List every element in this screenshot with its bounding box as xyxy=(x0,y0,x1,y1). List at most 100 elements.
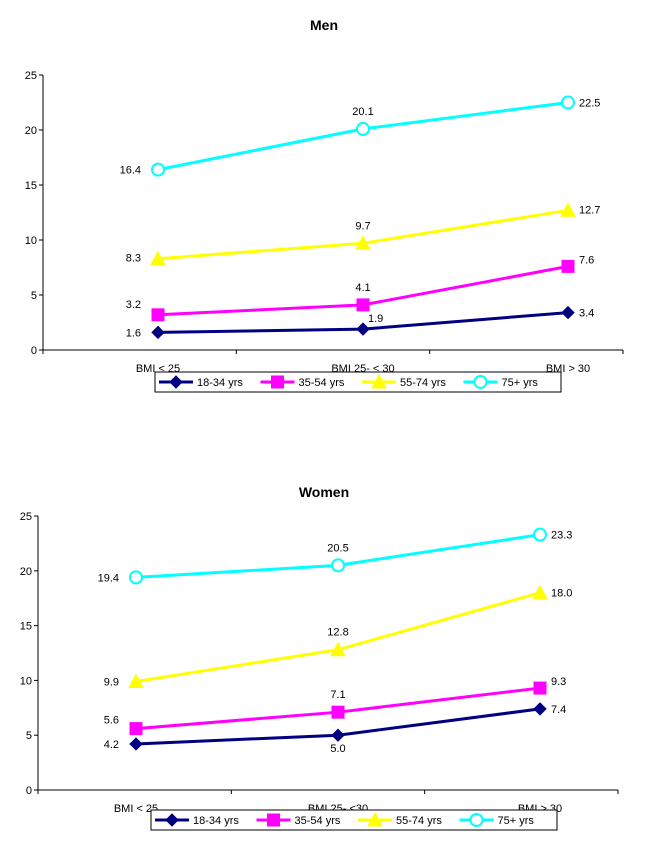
x-tick-label: BMI < 25 xyxy=(114,803,158,815)
legend-item: 75+ yrs xyxy=(459,813,535,827)
data-label: 12.8 xyxy=(327,627,348,639)
legend-item: 55-74 yrs xyxy=(358,811,442,827)
series-18-34-yrs: 4.2 5.0 7.4 xyxy=(104,702,566,755)
data-point-marker xyxy=(355,235,371,250)
series-75-yrs: 19.4 20.5 23.3 xyxy=(98,527,572,585)
y-tick-label: 15 xyxy=(20,621,32,633)
legend-box xyxy=(154,371,562,393)
series-35-54-yrs: 5.6 7.1 9.3 xyxy=(104,676,566,736)
legend-swatch-marker xyxy=(271,375,284,389)
data-point-marker xyxy=(331,558,345,573)
data-point-marker xyxy=(151,162,165,177)
data-point-marker xyxy=(561,95,575,110)
legend-label: 18-34 yrs xyxy=(193,815,239,827)
data-label: 12.7 xyxy=(579,204,600,216)
data-label: 4.1 xyxy=(355,282,370,294)
data-point-marker xyxy=(356,298,370,312)
legend-label: 18-34 yrs xyxy=(197,377,243,389)
data-label: 23.3 xyxy=(551,530,572,542)
legend-swatch-marker xyxy=(267,813,280,827)
y-tick-label: 10 xyxy=(20,675,32,687)
y-tick-label: 20 xyxy=(20,566,32,578)
data-label: 20.5 xyxy=(327,542,348,554)
data-label: 7.4 xyxy=(551,704,566,716)
series-55-74-yrs: 9.9 12.8 18.0 xyxy=(104,584,572,688)
legend-swatch-marker xyxy=(473,375,488,389)
legend-swatch-marker xyxy=(469,813,484,827)
data-label: 19.4 xyxy=(98,572,119,584)
y-tick-label: 5 xyxy=(31,290,37,302)
series-line xyxy=(157,208,569,261)
legend-item: 18-34 yrs xyxy=(159,375,243,389)
data-label: 7.6 xyxy=(579,254,594,266)
legend-item: 75+ yrs xyxy=(463,375,539,389)
legend-label: 75+ yrs xyxy=(502,377,539,389)
legend-label: 35-54 yrs xyxy=(295,815,341,827)
legend: 18-34 yrs 35-54 yrs 55-74 yrs 75+ yrs xyxy=(150,809,558,831)
data-label: 9.3 xyxy=(551,676,566,688)
data-label: 18.0 xyxy=(551,588,572,600)
data-label: 16.4 xyxy=(120,165,141,177)
legend-swatch-marker xyxy=(367,811,383,827)
data-point-marker xyxy=(330,641,346,657)
y-tick-label: 25 xyxy=(20,511,32,523)
y-tick-label: 10 xyxy=(25,235,37,247)
y-tick-label: 15 xyxy=(25,180,37,192)
legend-label: 35-54 yrs xyxy=(299,377,345,389)
data-label: 3.2 xyxy=(126,299,141,311)
y-tick-label: 0 xyxy=(26,785,32,797)
data-label: 1.9 xyxy=(368,313,383,325)
data-point-marker xyxy=(560,202,576,217)
legend: 18-34 yrs 35-54 yrs 55-74 yrs 75+ yrs xyxy=(154,371,562,393)
legend-item: 18-34 yrs xyxy=(155,813,239,827)
data-label: 9.7 xyxy=(355,220,370,232)
data-point-marker xyxy=(561,259,575,273)
legend-label: 75+ yrs xyxy=(498,815,535,827)
y-tick-label: 0 xyxy=(31,345,37,357)
chart-title: Women xyxy=(299,484,349,500)
data-point-marker xyxy=(532,584,548,600)
data-point-marker xyxy=(331,705,345,719)
data-label: 8.3 xyxy=(126,253,141,265)
series-35-54-yrs: 3.2 4.1 7.6 xyxy=(126,254,594,322)
legend-label: 55-74 yrs xyxy=(396,815,442,827)
data-label: 5.6 xyxy=(104,715,119,727)
data-point-marker xyxy=(128,673,144,688)
series-18-34-yrs: 1.6 1.9 3.4 xyxy=(126,305,594,340)
data-label: 1.6 xyxy=(126,327,141,339)
chart-title: Men xyxy=(310,17,338,33)
data-point-marker xyxy=(533,681,547,695)
data-point-marker xyxy=(331,728,345,742)
series-75-yrs: 16.4 20.1 22.5 xyxy=(120,95,600,177)
data-label: 22.5 xyxy=(579,98,600,110)
y-tick-label: 5 xyxy=(26,730,32,742)
legend-box xyxy=(150,809,558,831)
legend-item: 35-54 yrs xyxy=(256,813,341,827)
data-point-marker xyxy=(356,322,370,336)
y-tick-label: 20 xyxy=(25,125,37,137)
data-point-marker xyxy=(129,570,143,585)
data-label: 4.2 xyxy=(104,739,119,751)
legend-swatch-marker xyxy=(165,813,179,827)
data-point-marker xyxy=(151,325,165,340)
data-point-marker xyxy=(129,737,143,751)
data-label: 20.1 xyxy=(352,106,373,118)
data-point-marker xyxy=(151,308,165,322)
legend-swatch-marker xyxy=(169,375,183,389)
data-label: 9.9 xyxy=(104,676,119,688)
data-point-marker xyxy=(533,527,547,542)
series-55-74-yrs: 8.3 9.7 12.7 xyxy=(126,202,600,266)
y-tick-label: 25 xyxy=(25,70,37,82)
data-point-marker xyxy=(150,250,166,266)
data-point-marker xyxy=(129,722,143,736)
data-point-marker xyxy=(533,702,547,716)
legend-item: 35-54 yrs xyxy=(260,375,345,389)
legend-swatch-marker xyxy=(371,373,387,389)
data-label: 5.0 xyxy=(330,743,345,755)
legend-item: 55-74 yrs xyxy=(362,373,446,389)
legend-label: 55-74 yrs xyxy=(400,377,446,389)
data-label: 3.4 xyxy=(579,308,594,320)
